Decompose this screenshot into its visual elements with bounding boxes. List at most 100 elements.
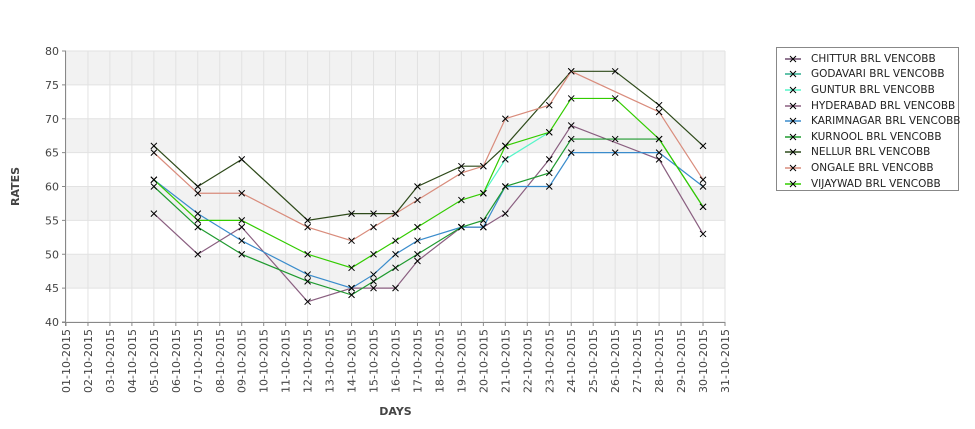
legend-label: CHITTUR BRL VENCOBB xyxy=(811,52,936,65)
x-tick-label: 22-10-2015 xyxy=(521,329,534,393)
x-tick-label: 21-10-2015 xyxy=(499,329,512,393)
data-point-marker xyxy=(655,108,663,116)
x-tick-label: 11-10-2015 xyxy=(280,329,293,393)
series-vijaywad xyxy=(150,95,707,272)
data-point-marker xyxy=(370,250,377,258)
data-point-marker xyxy=(370,210,377,217)
data-point-marker xyxy=(150,183,158,190)
series-line xyxy=(153,97,704,269)
data-point-marker xyxy=(370,271,377,278)
data-point-marker xyxy=(458,169,465,177)
x-tick-label: 01-10-2015 xyxy=(60,329,73,393)
data-point-marker xyxy=(567,149,575,156)
data-point-marker xyxy=(414,237,421,245)
x-tick-label: 05-10-2015 xyxy=(148,329,161,393)
data-point-marker xyxy=(414,183,421,190)
data-point-marker xyxy=(194,250,202,258)
data-point-marker xyxy=(150,142,158,150)
data-point-marker xyxy=(304,250,311,258)
data-point-marker xyxy=(480,217,487,224)
legend-swatch-icon xyxy=(785,71,801,78)
legend-item: HYDERABAD BRL VENCOBB xyxy=(783,98,958,114)
data-point-marker xyxy=(238,250,246,258)
data-point-marker xyxy=(392,264,399,272)
data-point-marker xyxy=(655,156,663,163)
data-point-marker xyxy=(567,95,575,102)
legend-swatch-icon xyxy=(785,133,801,141)
x-tick-label: 06-10-2015 xyxy=(170,329,183,393)
data-point-marker xyxy=(699,230,707,238)
x-tick-label: 25-10-2015 xyxy=(587,329,600,393)
data-point-marker xyxy=(501,156,509,163)
x-tick-label: 23-10-2015 xyxy=(543,329,556,393)
data-point-marker xyxy=(392,284,399,292)
data-point-marker xyxy=(392,210,399,217)
data-point-marker xyxy=(699,183,707,190)
x-tick-label: 16-10-2015 xyxy=(390,329,403,393)
data-point-marker xyxy=(238,237,246,245)
legend-swatch-icon xyxy=(785,164,801,172)
series-kurnool xyxy=(150,135,707,299)
legend-swatch-icon xyxy=(785,102,801,109)
x-tick-label: 26-10-2015 xyxy=(609,329,622,393)
data-point-marker xyxy=(194,223,202,231)
legend-item: KURNOOL BRL VENCOBB xyxy=(783,129,958,145)
data-point-marker xyxy=(501,142,509,150)
legend-label: NELLUR BRL VENCOBB xyxy=(811,146,931,159)
series-line xyxy=(153,138,704,296)
x-tick-label: 20-10-2015 xyxy=(477,329,490,393)
data-point-marker xyxy=(238,189,246,197)
legend-swatch-icon xyxy=(785,86,801,94)
legend-item: GUNTUR BRL VENCOBB xyxy=(783,82,958,98)
x-tick-label: 04-10-2015 xyxy=(126,329,139,393)
x-tick-label: 09-10-2015 xyxy=(236,329,249,393)
data-point-marker xyxy=(348,291,355,299)
data-point-marker xyxy=(545,128,553,136)
data-point-marker xyxy=(370,284,377,292)
x-tick-label: 19-10-2015 xyxy=(455,329,468,393)
data-point-marker xyxy=(480,189,487,197)
data-point-marker xyxy=(392,237,399,245)
y-tick-label: 55 xyxy=(45,214,59,227)
x-tick-label: 30-10-2015 xyxy=(697,329,710,393)
data-point-marker xyxy=(414,196,421,204)
data-point-marker xyxy=(501,183,509,190)
legend-label: KURNOOL BRL VENCOBB xyxy=(811,130,942,143)
data-point-marker xyxy=(348,210,355,217)
data-point-marker xyxy=(655,101,663,109)
legend-label: GODAVARI BRL VENCOBB xyxy=(811,68,945,81)
data-point-marker xyxy=(304,277,311,285)
data-point-marker xyxy=(611,67,619,75)
legend-swatch-icon xyxy=(785,117,801,125)
x-tick-label: 07-10-2015 xyxy=(192,329,205,393)
data-point-marker xyxy=(304,271,311,278)
y-tick-label: 70 xyxy=(45,113,59,126)
x-tick-label: 17-10-2015 xyxy=(411,329,424,393)
data-point-marker xyxy=(348,237,355,245)
legend-label: HYDERABAD BRL VENCOBB xyxy=(811,99,956,112)
data-point-marker xyxy=(545,101,553,109)
y-tick-label: 50 xyxy=(45,248,59,261)
data-point-marker xyxy=(655,135,663,143)
data-point-marker xyxy=(458,162,465,170)
x-tick-label: 15-10-2015 xyxy=(368,329,381,393)
x-tick-label: 24-10-2015 xyxy=(565,329,578,393)
legend-item: NELLUR BRL VENCOBB xyxy=(783,145,958,161)
data-point-marker xyxy=(699,203,707,211)
x-tick-label: 03-10-2015 xyxy=(104,329,117,393)
y-tick-label: 40 xyxy=(45,316,59,329)
data-point-marker xyxy=(304,223,311,231)
data-point-marker xyxy=(150,149,158,156)
data-point-marker xyxy=(699,142,707,150)
legend-label: VIJAYWAD BRL VENCOBB xyxy=(811,177,941,190)
data-point-marker xyxy=(699,176,707,184)
data-point-marker xyxy=(611,135,619,143)
data-point-marker xyxy=(458,223,465,231)
data-point-marker xyxy=(414,250,421,258)
x-tick-label: 28-10-2015 xyxy=(653,329,666,393)
x-tick-label: 12-10-2015 xyxy=(302,329,315,393)
data-point-marker xyxy=(150,176,158,184)
legend-swatch-icon xyxy=(785,149,801,156)
